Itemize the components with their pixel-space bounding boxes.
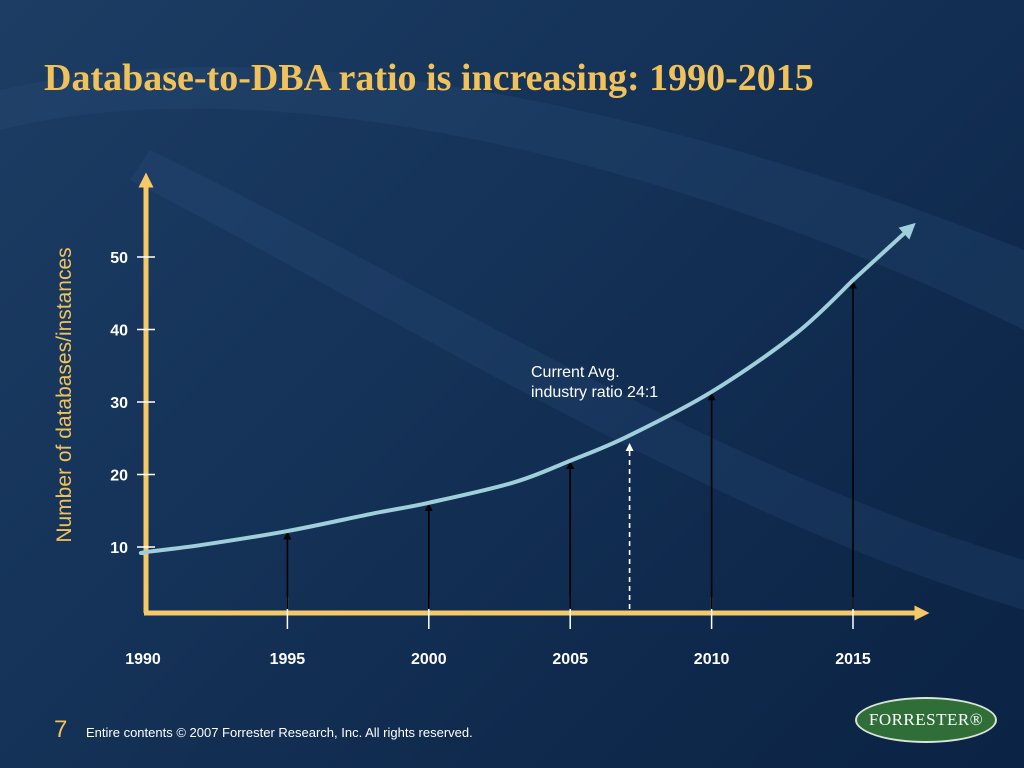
x-tick-label-2005: 2005 (552, 651, 588, 668)
x-tick-label-2000: 2000 (411, 651, 447, 668)
y-tick-label-20: 20 (110, 468, 128, 485)
x-tick-label-1995: 1995 (270, 651, 306, 668)
y-tick-label-10: 10 (110, 540, 128, 557)
y-tick-label-30: 30 (110, 395, 128, 412)
x-tick-label-1990: 1990 (125, 651, 161, 668)
y-tick-label-40: 40 (110, 323, 128, 340)
x-tick-label-2010: 2010 (694, 651, 730, 668)
page-number: 7 (54, 716, 68, 743)
x-tick-label-2015: 2015 (835, 651, 871, 668)
copyright-notice: Entire contents © 2007 Forrester Researc… (86, 725, 473, 740)
annotation-line-2: industry ratio 24:1 (531, 384, 658, 401)
y-tick-label-50: 50 (110, 250, 128, 267)
slide-title: Database-to-DBA ratio is increasing: 199… (44, 57, 814, 99)
ratio-curve (138, 222, 916, 556)
forrester-logo: FORRESTER® (855, 697, 997, 743)
ratio-chart: 10 20 30 40 50 1990 1995 2000 2005 2010 2015 Curren… (110, 172, 930, 668)
logo-text: FORRESTER® (868, 710, 984, 729)
annotation-line-1: Current Avg. (531, 364, 620, 381)
